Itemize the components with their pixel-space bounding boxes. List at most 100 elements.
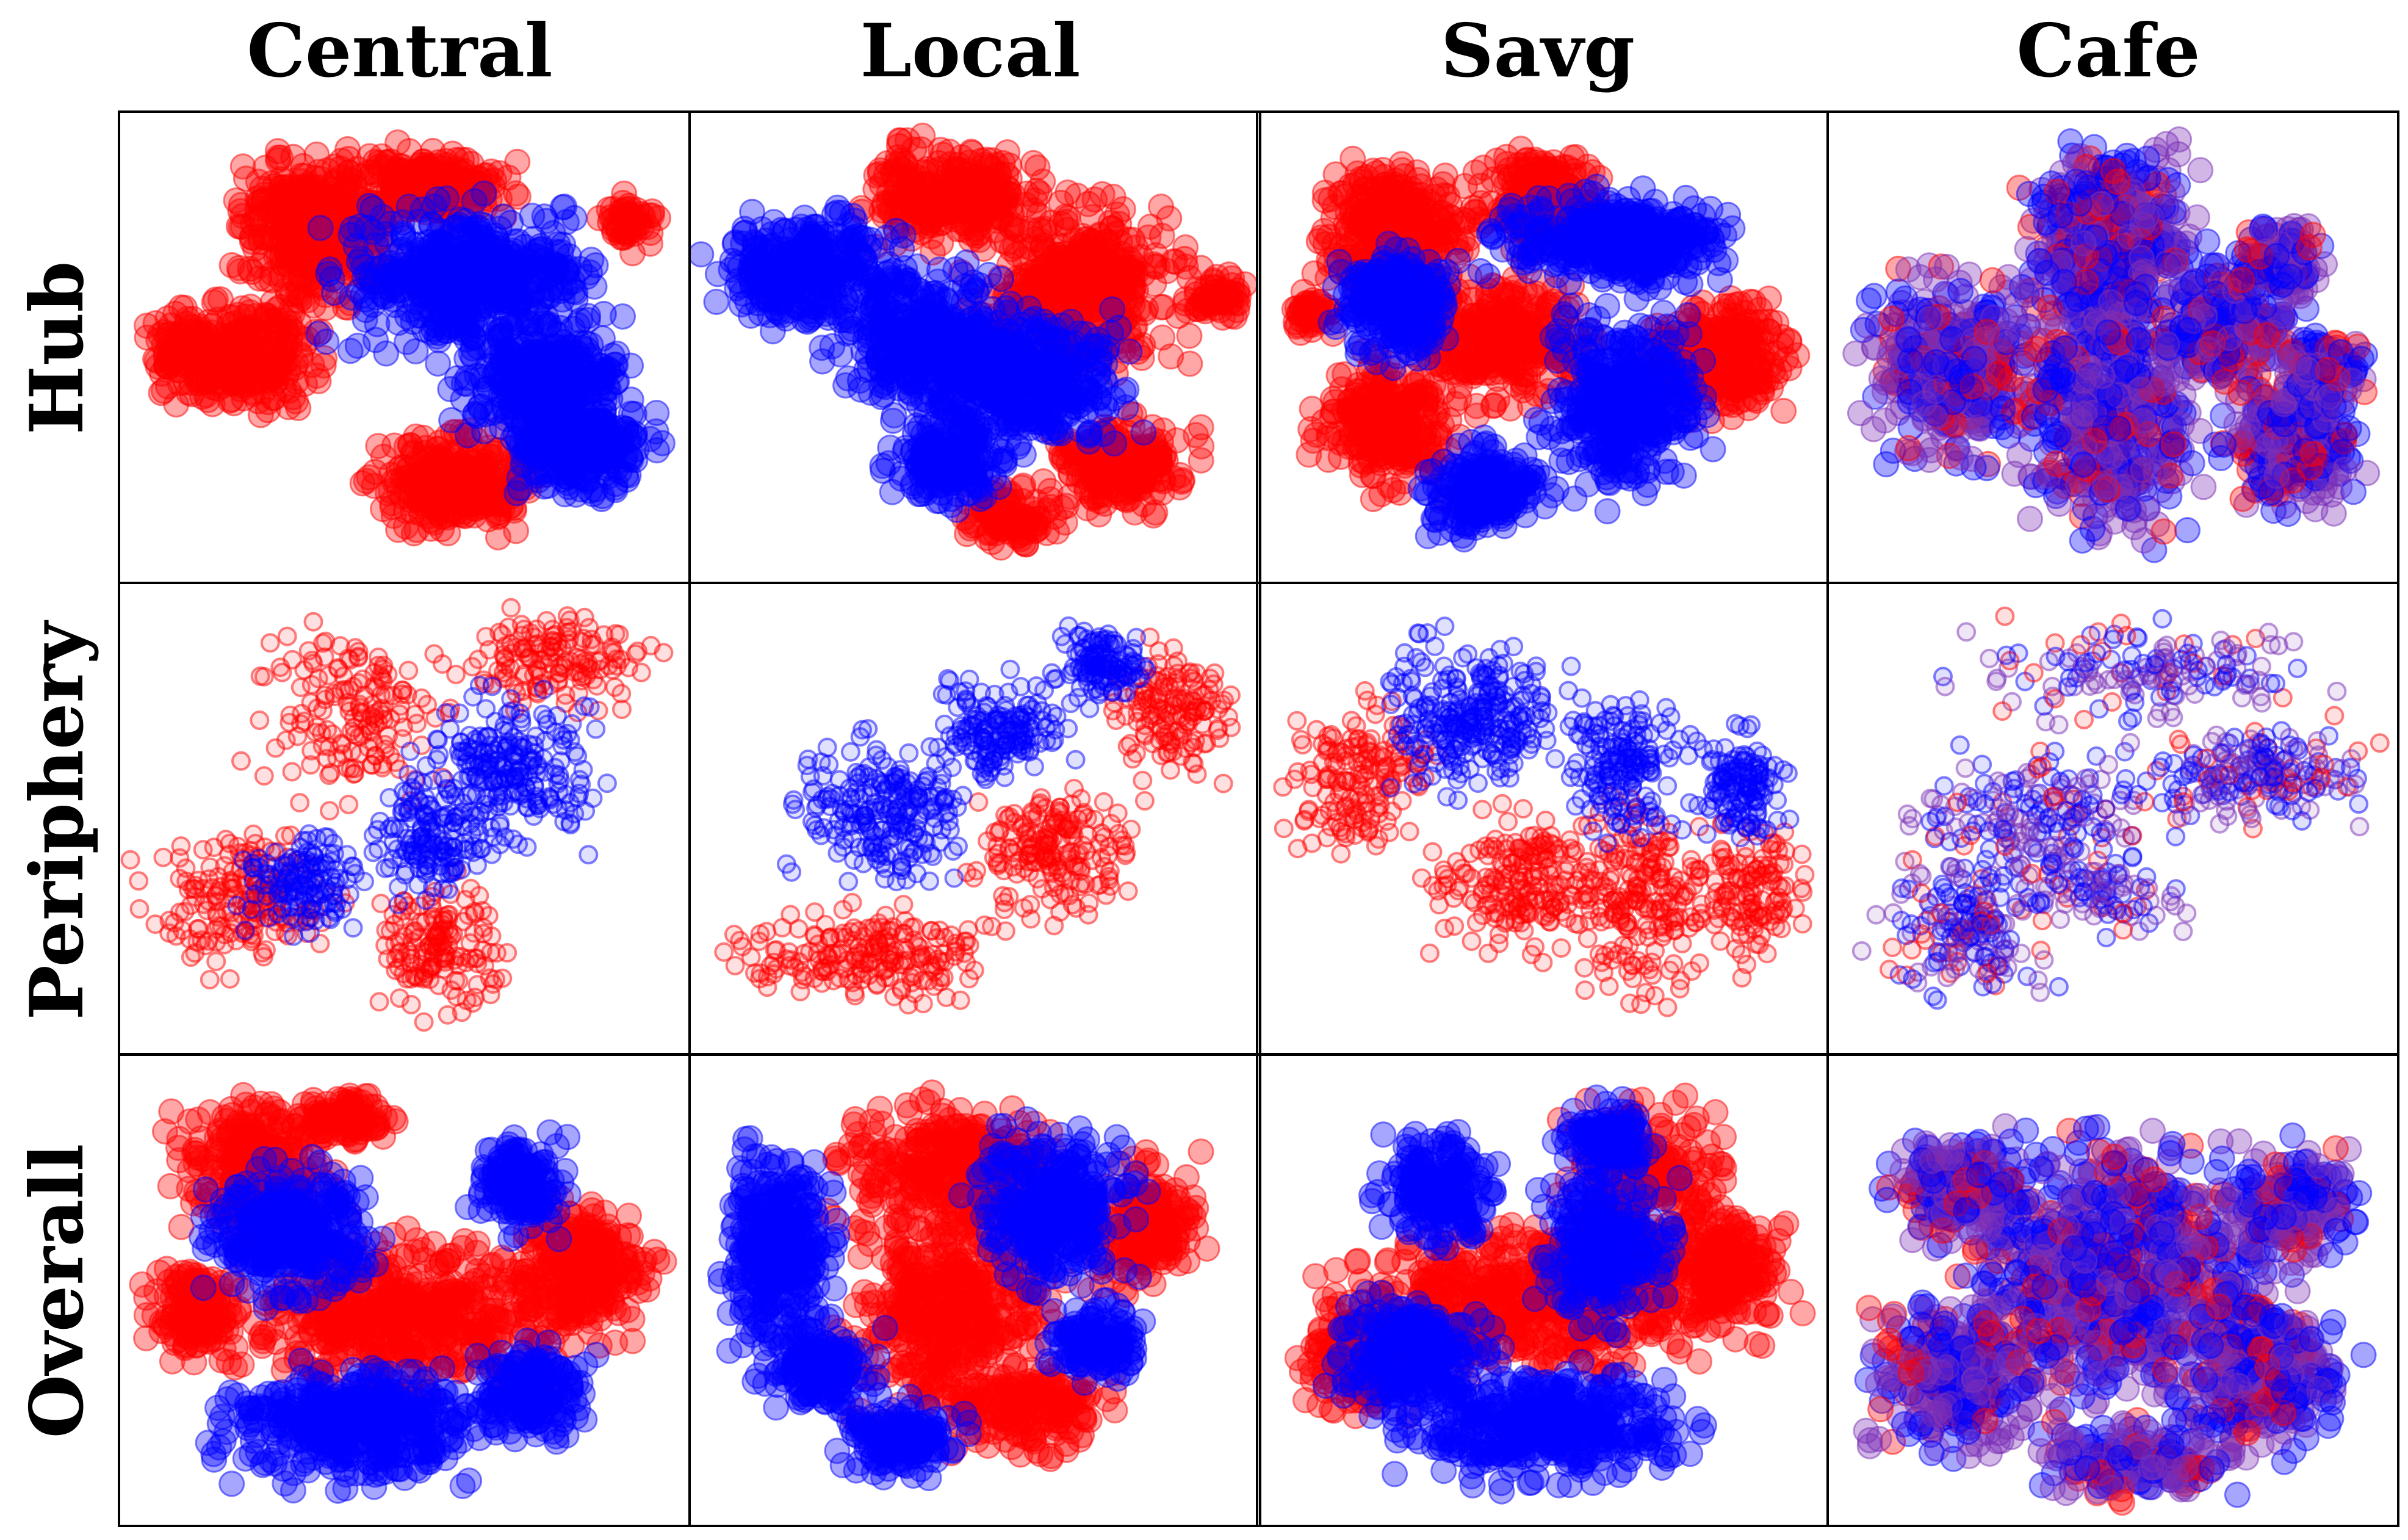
point-red — [441, 463, 467, 490]
point-blue — [1092, 350, 1119, 377]
point-blue — [347, 213, 373, 240]
point-blue — [350, 253, 377, 280]
point-red — [349, 470, 376, 497]
point-red — [402, 483, 429, 510]
point-blue — [906, 450, 932, 477]
point-blue — [957, 281, 984, 308]
scatter-points — [134, 129, 676, 551]
point-red — [503, 518, 530, 544]
point-blue — [475, 353, 501, 379]
point-blue — [925, 268, 951, 295]
point-blue — [809, 348, 836, 375]
point-red — [1082, 272, 1109, 298]
point-blue — [393, 328, 420, 355]
point-blue — [502, 348, 528, 375]
point-blue — [995, 299, 1022, 326]
point-red — [871, 190, 898, 217]
point-blue — [901, 421, 928, 447]
point-red — [308, 165, 334, 192]
point-red — [386, 478, 413, 505]
column-title-central: Central — [247, 8, 552, 94]
point-red — [395, 455, 422, 482]
point-blue — [463, 214, 489, 240]
point-blue — [1099, 296, 1126, 323]
point-red — [229, 295, 256, 322]
point-blue — [497, 314, 524, 341]
point-blue — [470, 239, 497, 266]
point-red — [239, 322, 266, 349]
point-red — [945, 151, 972, 178]
point-red — [410, 148, 437, 175]
point-red — [373, 149, 400, 176]
point-red — [996, 181, 1023, 208]
point-red — [267, 144, 294, 171]
point-red — [1141, 270, 1167, 297]
point-red — [466, 478, 492, 505]
row-title-hub: Hub — [14, 261, 100, 435]
point-red — [1080, 485, 1106, 512]
point-blue — [305, 320, 332, 347]
point-blue — [1116, 338, 1143, 365]
point-red — [305, 190, 331, 217]
point-red — [167, 339, 193, 366]
point-blue — [840, 203, 866, 230]
point-red — [1081, 186, 1108, 213]
point-blue — [1015, 295, 1042, 322]
point-blue — [501, 270, 528, 297]
point-blue — [519, 203, 546, 229]
point-blue — [988, 266, 1015, 292]
point-blue — [649, 430, 676, 457]
point-blue — [978, 375, 1005, 402]
point-blue — [932, 396, 959, 423]
point-red — [1149, 324, 1176, 351]
point-blue — [1028, 349, 1054, 376]
point-blue — [915, 474, 942, 501]
point-blue — [879, 407, 906, 434]
point-red — [400, 520, 427, 547]
panel-grid — [118, 110, 2399, 1527]
point-red — [279, 384, 306, 411]
point-red — [472, 469, 499, 496]
point-red — [231, 385, 258, 412]
point-blue — [435, 267, 462, 294]
point-red — [283, 350, 309, 377]
column-title-cafe: Cafe — [2016, 8, 2200, 94]
point-blue — [552, 351, 579, 378]
point-blue — [409, 196, 436, 223]
point-blue — [997, 342, 1023, 369]
point-blue — [953, 249, 980, 276]
point-blue — [485, 273, 511, 300]
point-red — [1156, 205, 1183, 232]
point-red — [247, 228, 274, 255]
point-blue — [621, 423, 648, 450]
point-red — [433, 162, 460, 189]
point-blue — [543, 239, 570, 266]
point-blue — [424, 186, 451, 213]
point-red — [277, 325, 304, 352]
point-blue — [690, 241, 715, 268]
point-red — [1166, 474, 1193, 501]
point-red — [261, 385, 287, 411]
point-blue — [856, 355, 883, 382]
point-blue — [1130, 419, 1157, 446]
point-blue — [749, 286, 776, 313]
point-blue — [878, 271, 905, 298]
point-blue — [320, 280, 347, 306]
panel-hub-central — [118, 110, 691, 584]
point-red — [1108, 240, 1135, 267]
point-blue — [528, 284, 555, 311]
point-red — [478, 443, 505, 470]
point-blue — [374, 231, 401, 258]
point-blue — [1060, 394, 1087, 420]
point-blue — [591, 360, 617, 387]
point-red — [134, 324, 160, 351]
point-blue — [425, 350, 452, 377]
row-title-periphery: Periphery — [14, 620, 100, 1020]
point-blue — [1053, 355, 1080, 381]
point-blue — [421, 250, 448, 277]
point-blue — [448, 223, 475, 250]
point-blue — [816, 255, 843, 281]
point-blue — [959, 407, 986, 434]
point-blue — [307, 215, 334, 241]
